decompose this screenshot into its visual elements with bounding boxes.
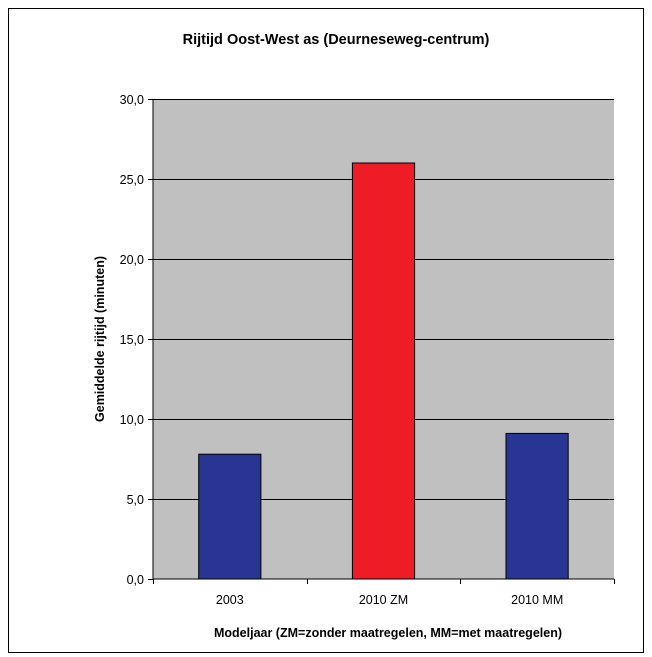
bars [198,162,569,580]
y-tick-label: 15,0 [120,333,144,347]
chart-title: Rijtijd Oost-West as (Deurneseweg-centru… [183,32,490,48]
y-tick-label: 5,0 [127,493,144,507]
x-tick-label: 2010 MM [511,593,563,607]
x-axis-ticks: 2003 2010 ZM 2010 MM [153,579,615,607]
y-tick-label: 20,0 [120,253,144,267]
y-axis-ticks: 0,0 5,0 10,0 15,0 20,0 25,0 30,0 [120,93,153,587]
y-tick-label: 30,0 [120,93,144,107]
y-axis-title: Gemiddelde rijtijd (minuten) [93,256,107,422]
y-tick-label: 0,0 [127,573,144,587]
bar-2010-mm [505,432,569,580]
bar-2010-zm [351,162,416,580]
x-tick-label: 2010 ZM [359,593,408,607]
x-tick-label: 2003 [216,593,244,607]
bar-2003 [198,453,262,580]
y-tick-label: 10,0 [120,413,144,427]
y-tick-label: 25,0 [120,173,144,187]
x-axis-title: Modeljaar (ZM=zonder maatregelen, MM=met… [214,626,562,640]
